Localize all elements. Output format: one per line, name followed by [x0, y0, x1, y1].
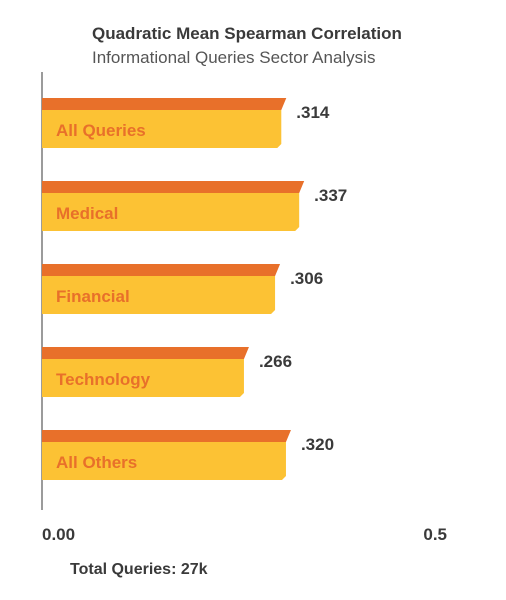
value-label-3: .266: [259, 352, 292, 371]
x-tick-label-0: 0.00: [42, 525, 75, 544]
value-label-2: .306: [290, 269, 323, 288]
category-label-4: All Others: [56, 453, 137, 472]
bar-0: [42, 110, 282, 148]
bar-top-0: [42, 98, 287, 110]
value-label-0: .314: [296, 103, 330, 122]
bar-top-3: [42, 347, 249, 359]
chart-title: Quadratic Mean Spearman Correlation: [92, 24, 402, 43]
bar-top-1: [42, 181, 305, 193]
category-label-3: Technology: [56, 370, 151, 389]
value-label-1: .337: [314, 186, 347, 205]
bar-3: [42, 359, 244, 397]
bar-1: [42, 193, 300, 231]
total-queries-note: Total Queries: 27k: [70, 561, 208, 578]
value-label-4: .320: [301, 435, 334, 454]
x-tick-label-1: 0.5: [423, 525, 447, 544]
bar-top-4: [42, 430, 291, 442]
bar-2: [42, 276, 276, 314]
category-label-1: Medical: [56, 204, 118, 223]
chart-subtitle: Informational Queries Sector Analysis: [92, 48, 376, 67]
category-label-2: Financial: [56, 287, 130, 306]
bar-4: [42, 442, 286, 480]
category-label-0: All Queries: [56, 121, 146, 140]
bar-top-2: [42, 264, 281, 276]
